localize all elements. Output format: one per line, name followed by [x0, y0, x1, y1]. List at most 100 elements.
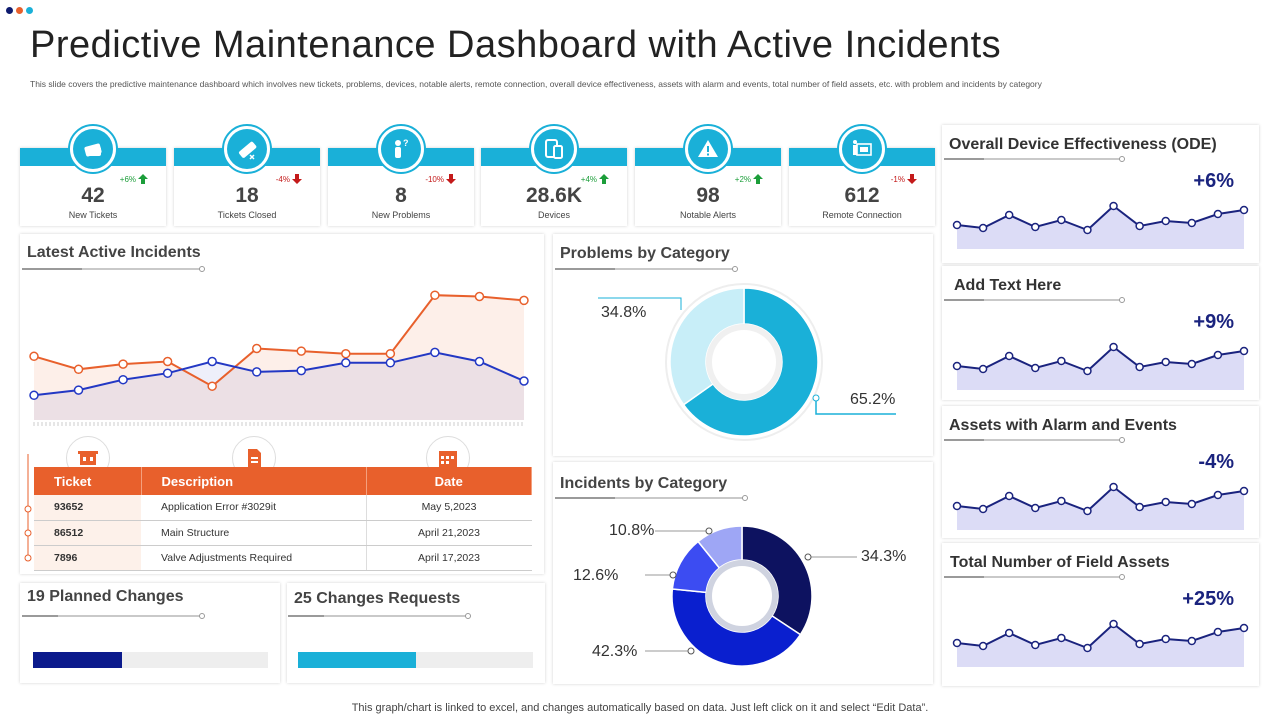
table-timeline [24, 454, 32, 562]
kpi-value: 8 [395, 184, 407, 207]
data-point [118, 374, 128, 385]
table-row: 93652 Application Error #3029it May 5,20… [34, 495, 532, 521]
table-row: 7896 Valve Adjustments Required April 17… [34, 545, 532, 571]
change-requests-underline [288, 613, 471, 619]
problems-label-2: 65.2% [850, 391, 896, 408]
data-point [1057, 633, 1066, 643]
alert-icon [698, 140, 718, 157]
kpi-label: Notable Alerts [679, 210, 737, 220]
kpi-value: 18 [235, 184, 259, 207]
planned-changes-underline [22, 613, 205, 619]
sparkline-underline [944, 156, 1125, 162]
kpi-change-value: +4% [580, 174, 597, 184]
kpi-icon-badge [222, 124, 272, 174]
data-point [474, 291, 485, 302]
arrow-up-icon [138, 174, 148, 184]
data-point [296, 365, 307, 376]
data-point [1109, 619, 1118, 629]
kpi-card: +2% 98 Notable Alerts [635, 124, 781, 226]
kpi-change-value: +6% [119, 174, 136, 184]
data-point [1109, 342, 1118, 352]
incidents-line-chart [29, 290, 529, 426]
data-point [978, 364, 988, 374]
arrow-down-icon [292, 174, 302, 184]
ticket-cell: 86512 [34, 520, 141, 546]
sparkline-chart [952, 482, 1249, 530]
data-point [952, 638, 962, 648]
description-cell: Valve Adjustments Required [141, 545, 366, 571]
data-point [952, 220, 962, 230]
data-point [1083, 643, 1092, 653]
ticket-cell: 93652 [34, 495, 141, 521]
page-subtitle: This slide covers the predictive mainten… [30, 79, 1042, 89]
incidents-label-3: 42.3% [592, 643, 638, 660]
data-point [1187, 218, 1197, 228]
planned-changes-progress-fill [33, 652, 123, 668]
kpi-icon-fill [688, 129, 728, 169]
kpi-icon-badge [683, 124, 733, 174]
data-point [29, 390, 39, 401]
data-point [162, 368, 173, 378]
data-point [519, 376, 529, 386]
problems-leader-lines [598, 297, 896, 415]
arrow-up-icon [599, 174, 609, 184]
change-requests-progress-fill [298, 652, 416, 668]
kpi-label: New Tickets [68, 210, 118, 220]
data-point [1083, 506, 1092, 516]
data-point [341, 348, 351, 359]
sparkline-chart [952, 201, 1249, 249]
sparkline-underline [944, 574, 1125, 580]
kpi-icon-fill [534, 129, 574, 169]
kpi-card: -1% 612 Remote Connection [789, 124, 935, 226]
data-point [1083, 366, 1092, 376]
problems-title-underline [555, 266, 738, 272]
kpi-icon-fill [73, 129, 113, 169]
series-line [33, 294, 525, 388]
sparkline-chart [952, 619, 1249, 667]
data-point [430, 290, 440, 300]
kpi-change: -1% [891, 174, 917, 184]
sparkline-area [957, 206, 1244, 249]
data-point [1031, 363, 1040, 373]
header-ticket: Ticket [34, 467, 142, 495]
kpi-change: -10% [425, 174, 456, 184]
person-question-icon: ? [395, 138, 409, 158]
sparkline-change: +25% [1182, 588, 1234, 610]
kpi-change-value: -10% [425, 174, 444, 184]
data-point [1187, 359, 1197, 369]
problems-label-1: 34.8% [601, 304, 647, 321]
series-area [34, 295, 524, 420]
sparkline-change: +9% [1193, 311, 1234, 333]
kpi-icon-badge [837, 124, 887, 174]
svg-text:?: ? [403, 138, 409, 148]
data-point [1213, 209, 1223, 219]
sparkline-change: -4% [1198, 451, 1234, 473]
data-point [1161, 634, 1170, 644]
kpi-card: +6% 42 New Tickets [20, 124, 166, 226]
devices-icon [545, 139, 563, 159]
change-requests-progress [298, 652, 533, 668]
data-point [978, 504, 988, 514]
sparkline-title: Assets with Alarm and Events [949, 417, 1177, 434]
data-point [73, 385, 84, 395]
kpi-value: 612 [844, 184, 880, 207]
kpi-icon-badge [529, 124, 579, 174]
footer-note: This graph/chart is linked to excel, and… [351, 702, 929, 714]
date-cell: April 21,2023 [365, 520, 532, 546]
sparkline-line [956, 622, 1245, 650]
data-point [1004, 491, 1014, 501]
incidents-label-2: 12.6% [573, 567, 619, 584]
sparkline-line [956, 204, 1245, 232]
data-point [430, 347, 440, 358]
data-point [1004, 351, 1014, 361]
date-cell: May 5,2023 [365, 495, 532, 521]
data-point [1135, 639, 1144, 649]
sparkline-line [956, 485, 1245, 513]
arrow-down-icon [907, 174, 917, 184]
series-area [34, 352, 524, 420]
calendar-icon [439, 451, 457, 467]
kpi-change: +6% [120, 174, 148, 184]
data-point [978, 223, 988, 233]
data-point [1187, 636, 1197, 646]
page-title: Predictive Maintenance Dashboard with Ac… [30, 24, 1002, 66]
